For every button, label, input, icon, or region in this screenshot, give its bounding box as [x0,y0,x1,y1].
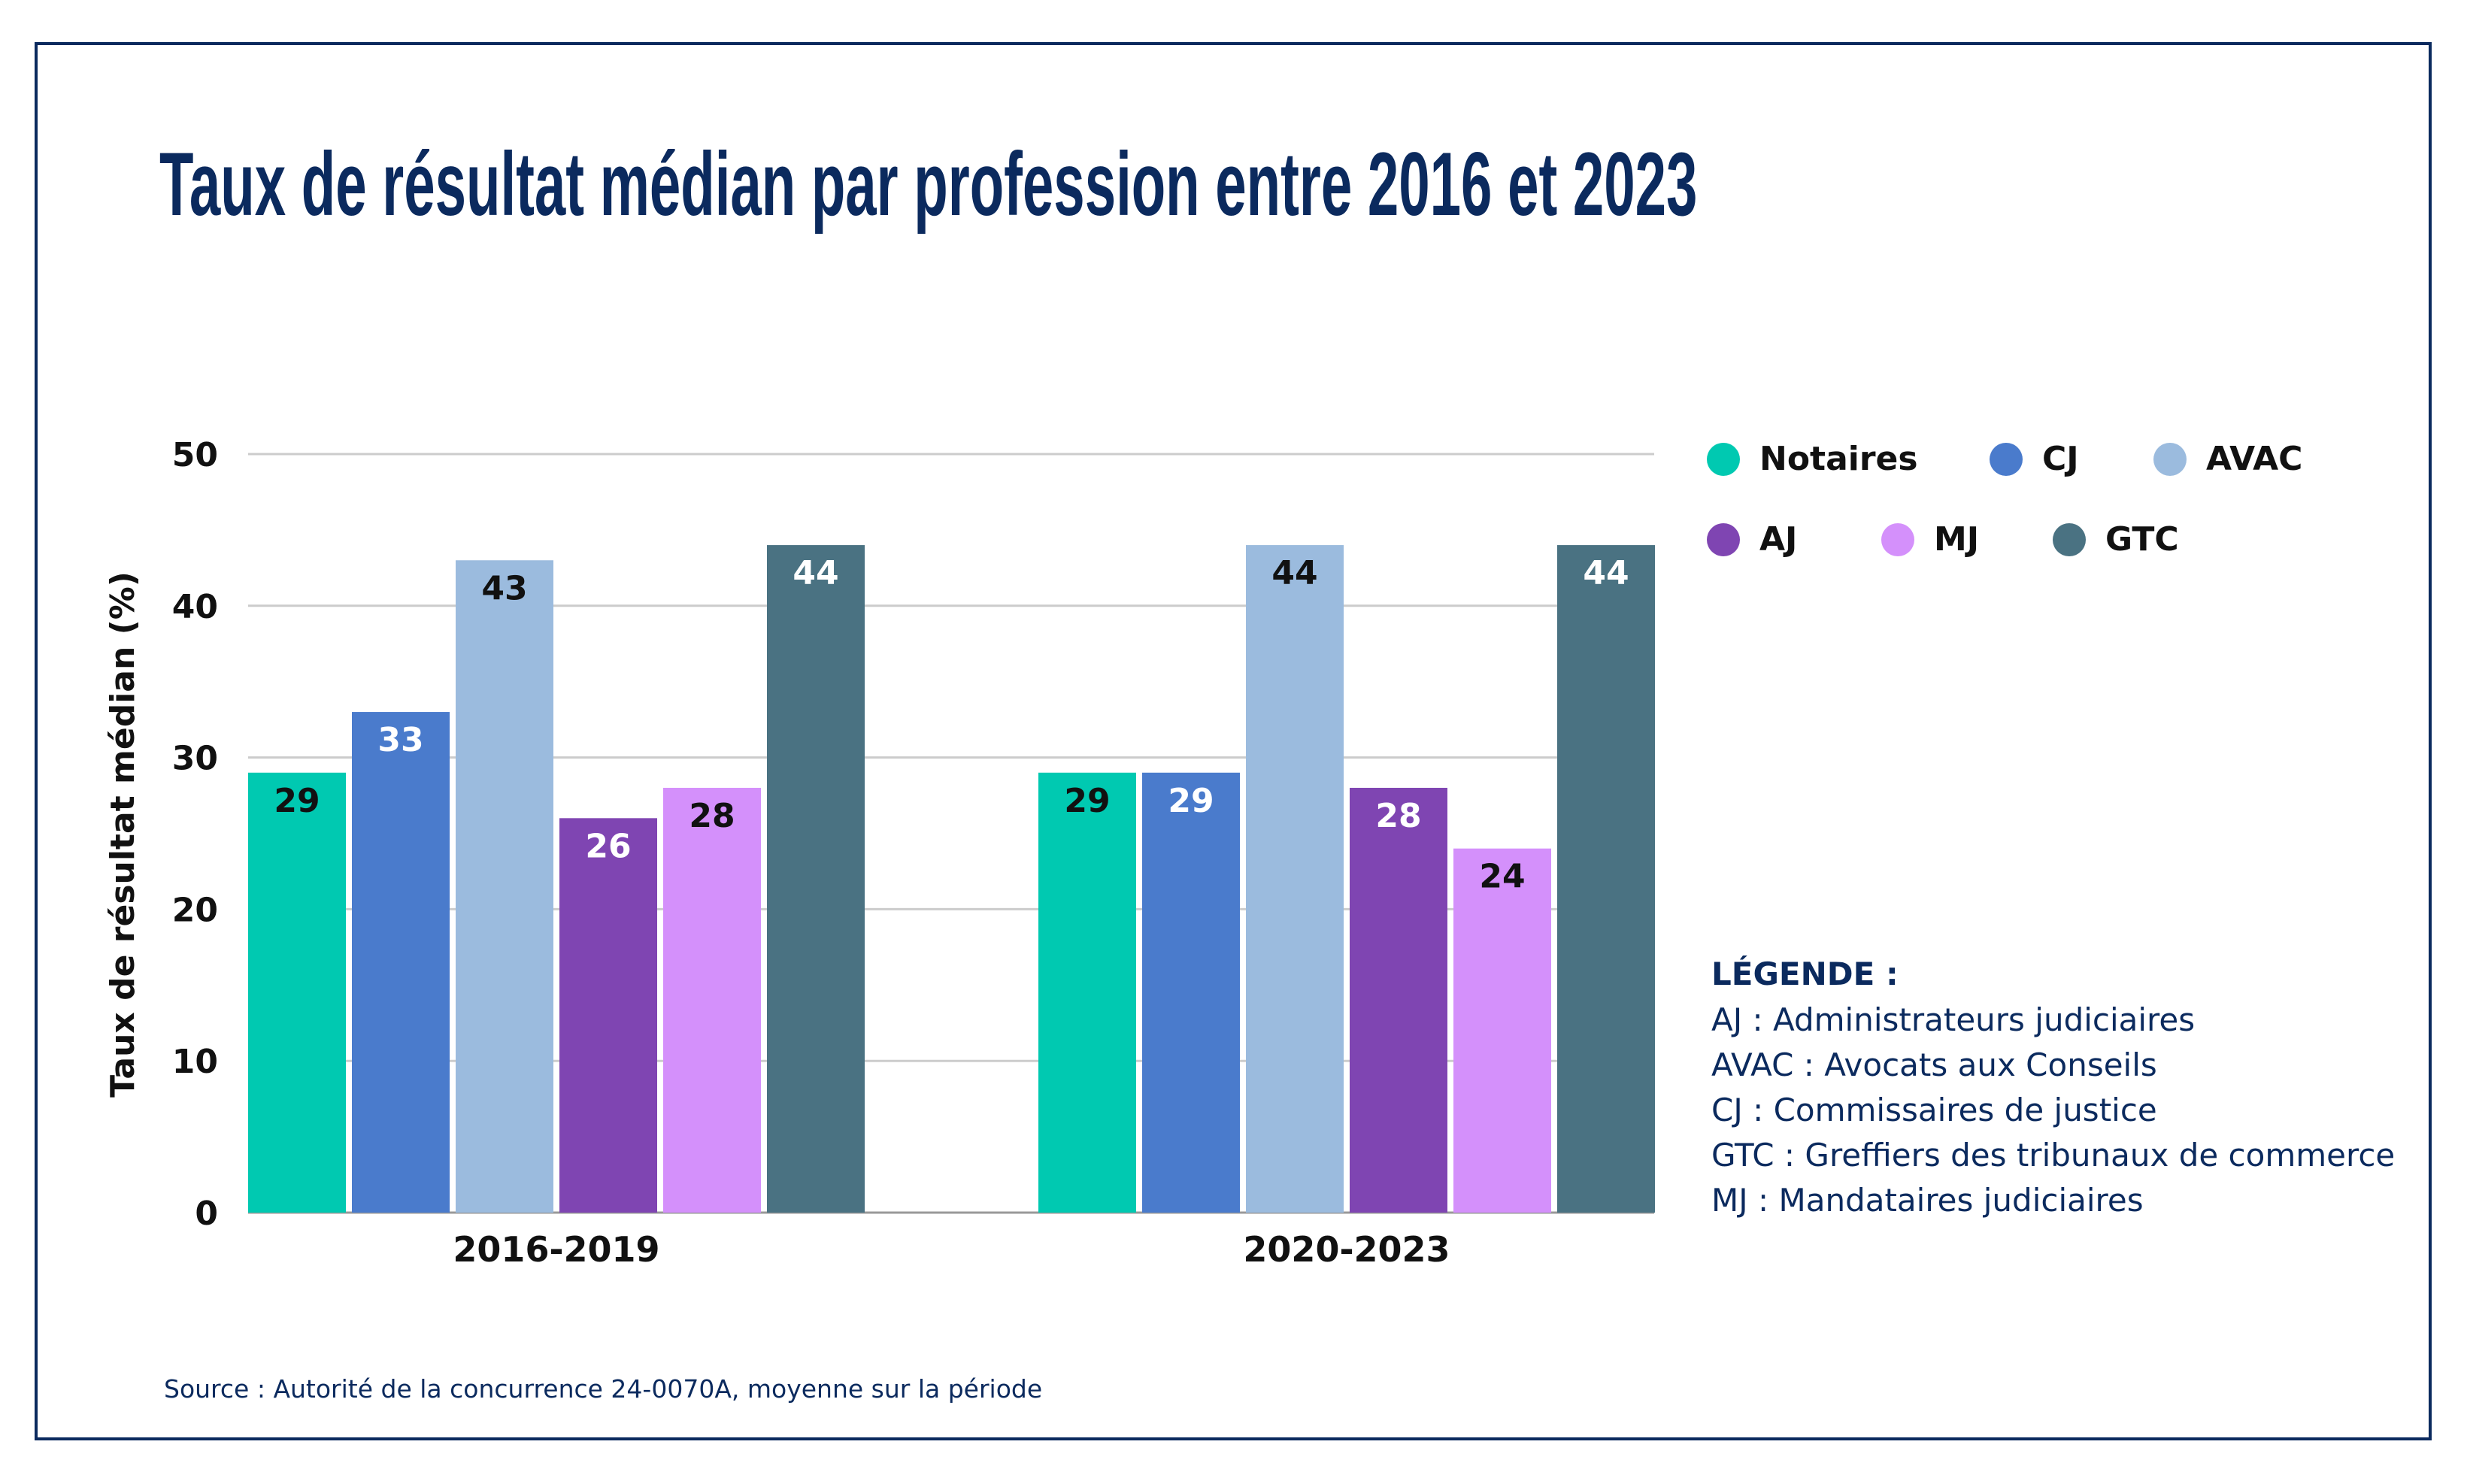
legend-item-aj: AJ [1707,520,1797,559]
legend-label: GTC [2105,520,2179,559]
glossary: LÉGENDE : AJ : Administrateurs judiciair… [1711,951,2395,1223]
legend: Notaires CJ AVAC AJ MJ GTC [1707,432,2384,613]
data-label: 28 [689,797,735,835]
legend-dot-icon [1707,522,1740,556]
legend-label: Notaires [1759,440,1918,478]
y-axis-ticks: 0 10 20 30 40 50 [172,436,218,1233]
legend-dot-icon [2153,442,2187,476]
legend-label: MJ [1934,520,1980,559]
bar-notaires-2 [1038,772,1136,1213]
bars [248,545,1655,1213]
bar-avac-2 [1246,545,1344,1213]
bar-cj-2 [1142,772,1240,1213]
x-axis-categories: 2016-2019 2020-2023 [453,1229,1450,1270]
legend-dot-icon [1881,522,1914,556]
glossary-line: AVAC : Avocats aux Conseils [1711,1046,2157,1083]
chart-title: Taux de résultat médian par profession e… [159,134,1698,235]
bar-gtc-1 [767,545,865,1213]
y-tick-label: 30 [172,740,218,778]
data-label: 24 [1479,858,1525,896]
data-label: 28 [1375,797,1421,835]
data-labels: 29 33 43 26 28 44 29 29 44 28 24 44 [274,554,1629,896]
bar-cj-1 [352,712,450,1213]
y-tick-label: 20 [172,891,218,929]
legend-dot-icon [1990,442,2023,476]
legend-item-avac: AVAC [2153,440,2302,478]
bar-mj-1 [663,787,761,1213]
legend-item-cj: CJ [1990,440,2079,478]
chart-frame [35,42,2432,1440]
legend-dot-icon [2053,522,2086,556]
legend-item-notaires: Notaires [1707,440,1918,478]
data-label: 26 [585,827,631,865]
x-category-label: 2020-2023 [1243,1229,1450,1270]
glossary-line: AJ : Administrateurs judiciaires [1711,1001,2196,1038]
legend-item-mj: MJ [1881,520,1979,559]
glossary-line: MJ : Mandataires judiciaires [1711,1182,2144,1219]
bar-mj-2 [1453,848,1551,1213]
data-label: 44 [793,554,838,592]
legend-item-gtc: GTC [2053,520,2179,559]
y-tick-label: 10 [172,1043,218,1081]
legend-label: AJ [1759,520,1798,559]
y-tick-label: 0 [195,1195,218,1233]
source-note: Source : Autorité de la concurrence 24-0… [164,1374,1043,1404]
data-label: 44 [1271,554,1317,592]
data-label: 29 [274,782,320,820]
bar-gtc-2 [1557,545,1655,1213]
data-label: 43 [481,569,527,607]
legend-dot-icon [1707,442,1740,476]
glossary-line: GTC : Greffiers des tribunaux de commerc… [1711,1137,2396,1174]
bar-aj-1 [559,818,657,1213]
y-tick-label: 40 [172,588,218,626]
bar-aj-2 [1350,787,1447,1213]
legend-label: AVAC [2206,440,2303,478]
data-label: 29 [1168,782,1214,820]
x-category-label: 2016-2019 [453,1229,659,1270]
glossary-title: LÉGENDE : [1711,956,1899,992]
data-label: 44 [1583,554,1629,592]
data-label: 29 [1064,782,1110,820]
bar-notaires-1 [248,772,346,1213]
bar-avac-1 [456,560,553,1213]
y-tick-label: 50 [172,436,218,474]
y-axis-label: Taux de résultat médian (%) [104,571,142,1098]
data-label: 33 [377,721,423,759]
glossary-line: CJ : Commissaires de justice [1711,1092,2157,1128]
legend-label: CJ [2042,440,2079,478]
